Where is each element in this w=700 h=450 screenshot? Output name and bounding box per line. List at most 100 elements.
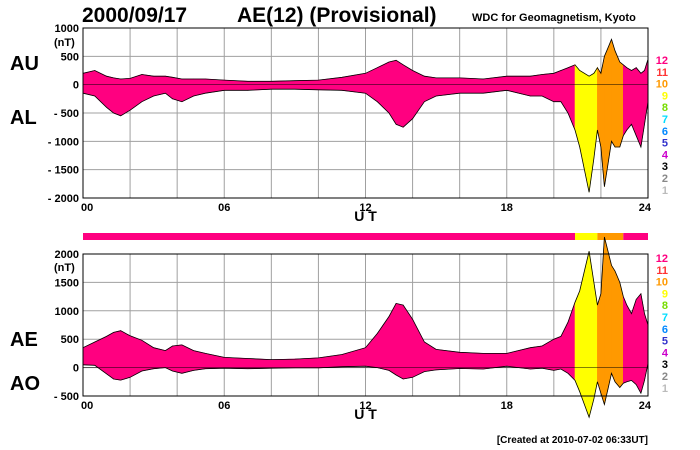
x-tick-label: 18 — [501, 202, 513, 214]
ae-label: AE — [10, 329, 38, 351]
y-tick-label: - 500 — [54, 391, 79, 403]
legend-entry: 7 — [662, 114, 668, 126]
area-segment — [604, 236, 609, 405]
area-segment — [541, 338, 555, 371]
au-al-grid — [82, 27, 649, 199]
area-segment — [619, 61, 624, 148]
legend-entry: 3 — [662, 161, 668, 173]
ae-ao-area-marks — [82, 236, 649, 419]
y-tick-label: - 1500 — [48, 165, 79, 177]
area-segment — [402, 304, 413, 380]
area-segment — [574, 64, 581, 148]
area-segment — [553, 335, 562, 371]
area-segment — [82, 341, 96, 366]
legend-entry: 8 — [662, 300, 668, 312]
chart-title: AE(12) (Provisional) — [237, 4, 437, 27]
ae-ao-grid — [82, 253, 649, 397]
legend-entry: 9 — [662, 288, 668, 300]
area-segment — [622, 64, 628, 137]
x-tick-label: 24 — [639, 400, 652, 412]
legend-entry: 5 — [662, 336, 668, 348]
area-segment — [412, 319, 425, 378]
area-segment — [113, 77, 121, 117]
area-segment — [223, 79, 249, 91]
area-segment — [247, 358, 272, 370]
area-segment — [560, 67, 569, 115]
area-segment — [172, 76, 183, 103]
ae-ao-panel: 2000 1500 1000 500 0 - 500 00 06 12 18 24 (nT) AE… — [10, 236, 652, 422]
x-tick-label: 12 — [359, 400, 371, 412]
legend-entry: 5 — [662, 138, 668, 150]
area-segment — [412, 70, 425, 120]
area-segment — [106, 75, 114, 114]
y-tick-label: - 500 — [54, 108, 79, 120]
area-segment — [584, 251, 590, 418]
al-label: AL — [10, 107, 37, 129]
area-segment — [82, 70, 96, 97]
created-timestamp: [Created at 2010-07-02 06:33UT] — [497, 435, 648, 446]
area-segment — [153, 75, 166, 97]
area-segment — [129, 74, 143, 111]
area-segment — [626, 304, 632, 383]
series-line-ae — [82, 236, 649, 361]
area-segment — [294, 79, 319, 91]
x-tick-label: 06 — [218, 202, 230, 214]
legend-entry: 2 — [662, 173, 668, 185]
y-tick-label: 1000 — [55, 23, 79, 35]
au-al-x-axis: 00 06 12 18 24 — [81, 202, 652, 214]
x-tick-label: 24 — [639, 202, 652, 214]
station-bar-segment — [623, 233, 648, 240]
ae-ao-unit-label: (nT) — [54, 262, 75, 274]
area-segment — [181, 344, 194, 374]
legend-entry: 12 — [656, 55, 668, 67]
y-tick-label: 500 — [61, 334, 79, 346]
legend-entry: 7 — [662, 312, 668, 324]
area-segment — [223, 357, 249, 370]
au-al-unit-label: (nT) — [54, 37, 75, 49]
area-segment — [271, 358, 296, 369]
area-segment — [141, 339, 154, 372]
area-segment — [271, 80, 296, 90]
legend-entry: 11 — [656, 67, 668, 79]
area-segment — [622, 296, 628, 384]
legend-entry: 4 — [662, 347, 669, 359]
y-tick-label: - 2000 — [48, 193, 79, 205]
area-segment — [614, 270, 621, 389]
legend-entry: 8 — [662, 102, 668, 114]
x-tick-label: 00 — [81, 400, 93, 412]
legend-entry: 1 — [662, 185, 668, 197]
x-tick-label: 06 — [218, 400, 230, 412]
au-al-panel: 1000 500 0 - 500 - 1000 - 1500 - 2000 00 06 12 18… — [10, 23, 652, 224]
area-segment — [459, 351, 484, 370]
station-count-bar — [83, 233, 648, 240]
area-segment — [365, 332, 378, 368]
ae-ao-y-axis: 2000 1500 1000 500 0 - 500 — [54, 249, 79, 403]
area-segment — [106, 331, 114, 380]
legend-entry: 11 — [656, 265, 668, 277]
area-segment — [459, 77, 484, 94]
area-segment — [579, 69, 585, 170]
area-segment — [611, 39, 616, 149]
area-segment — [395, 59, 404, 128]
legend-entry: 1 — [662, 383, 668, 395]
ae-ao-plot-frame — [82, 253, 649, 397]
y-tick-label: 0 — [73, 80, 79, 92]
area-segment — [376, 61, 390, 114]
au-label: AU — [10, 53, 39, 75]
area-segment — [141, 74, 154, 103]
area-segment — [619, 282, 624, 389]
legend-entry: 12 — [656, 253, 668, 265]
area-segment — [579, 270, 585, 405]
area-segment — [597, 293, 602, 394]
y-tick-label: 2000 — [55, 249, 79, 261]
area-segment — [567, 64, 576, 131]
area-segment — [165, 75, 173, 100]
area-segment — [424, 75, 437, 103]
y-tick-label: - 1000 — [48, 136, 79, 148]
y-tick-label: 1500 — [55, 277, 79, 289]
station-bar-segment — [575, 233, 598, 240]
area-segment — [611, 264, 616, 382]
area-segment — [120, 78, 131, 117]
